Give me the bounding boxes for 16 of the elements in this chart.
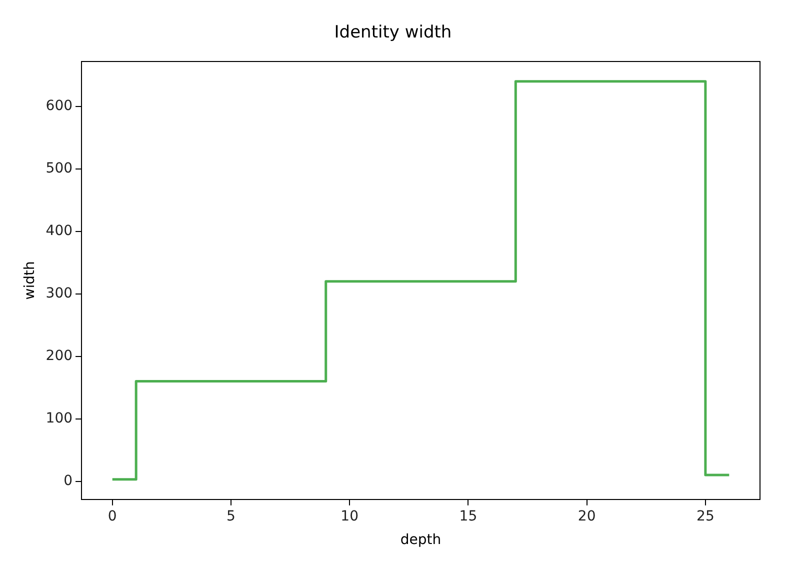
y-tick-label: 100: [46, 410, 73, 426]
x-tick-label: 15: [459, 508, 478, 524]
y-tick-label: 600: [46, 98, 73, 114]
x-axis-title: depth: [400, 532, 442, 548]
x-tick-label: 5: [226, 508, 236, 524]
x-tick-label: 20: [578, 508, 596, 524]
y-tick-label: 300: [46, 285, 73, 302]
x-tick-label: 25: [696, 508, 714, 524]
y-tick-label: 200: [46, 348, 73, 364]
x-tick-label: 0: [108, 508, 117, 524]
y-tick-label: 0: [64, 472, 73, 489]
x-tick-label: 10: [340, 508, 359, 524]
y-tick-label: 500: [46, 160, 73, 177]
y-axis-title: width: [22, 261, 38, 300]
y-tick-label: 400: [46, 222, 73, 239]
chart-title: Identity width: [334, 22, 452, 43]
